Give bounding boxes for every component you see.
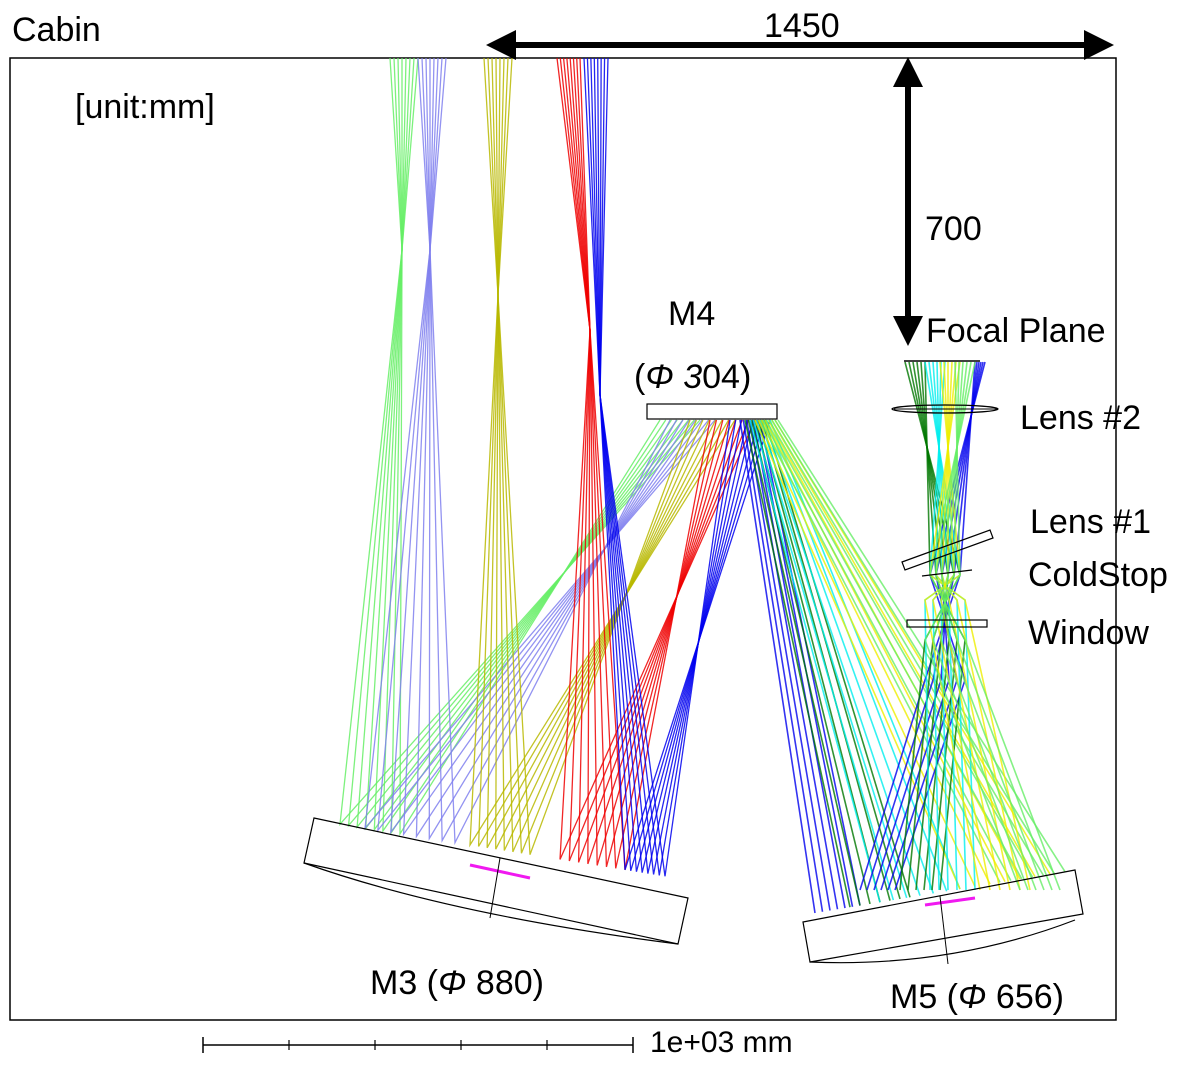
lens-2 xyxy=(891,404,999,414)
m4-diameter-value: 04) xyxy=(702,358,752,396)
ray-bundle-red xyxy=(556,57,756,871)
focal-plane-label: Focal Plane xyxy=(926,312,1106,350)
m3-diameter-value: 880) xyxy=(466,964,544,1002)
ray-bundles xyxy=(339,57,1066,914)
m4-mirror xyxy=(646,403,778,420)
ray-bundle-blue xyxy=(583,57,771,877)
phi-symbol: Φ 3 xyxy=(645,358,703,396)
m3-label: M3 (Φ 880) xyxy=(370,966,544,1000)
m3-mirror xyxy=(303,817,689,945)
scale-bar-label: 1e+03 mm xyxy=(650,1026,793,1059)
height-dimension-label: 700 xyxy=(925,210,982,248)
window-element xyxy=(906,619,988,628)
lens-1 xyxy=(901,529,994,571)
ray-bundle-olive xyxy=(469,57,736,855)
ray-bundle-green xyxy=(339,57,701,837)
phi-symbol: Φ xyxy=(958,978,987,1016)
window-label: Window xyxy=(1028,614,1149,652)
m4-diameter-label: (Φ 304) xyxy=(634,360,751,394)
cabin-label: Cabin xyxy=(12,11,101,49)
m4-diameter-open: ( xyxy=(634,358,646,396)
m4-label: M4 xyxy=(668,295,716,333)
m3-name: M3 ( xyxy=(370,964,438,1002)
phi-symbol: Φ xyxy=(438,964,467,1002)
coldstop-label: ColdStop xyxy=(1028,556,1168,594)
unit-label: [unit:mm] xyxy=(75,88,215,126)
ray-bundle-magenta xyxy=(469,863,976,907)
m5-name: M5 ( xyxy=(890,978,958,1016)
ray-bundle-dewar-green xyxy=(924,361,1061,891)
lens-1-label: Lens #1 xyxy=(1030,503,1151,541)
width-dimension-label: 1450 xyxy=(764,7,840,45)
ray-bundle-lavender xyxy=(364,57,716,846)
lens-2-label: Lens #2 xyxy=(1020,399,1141,437)
cold-stop xyxy=(921,569,973,577)
m5-diameter-value: 656) xyxy=(986,978,1064,1016)
scale-bar xyxy=(202,1037,634,1053)
m5-label: M5 (Φ 656) xyxy=(890,980,1064,1014)
m5-mirror xyxy=(802,869,1084,965)
